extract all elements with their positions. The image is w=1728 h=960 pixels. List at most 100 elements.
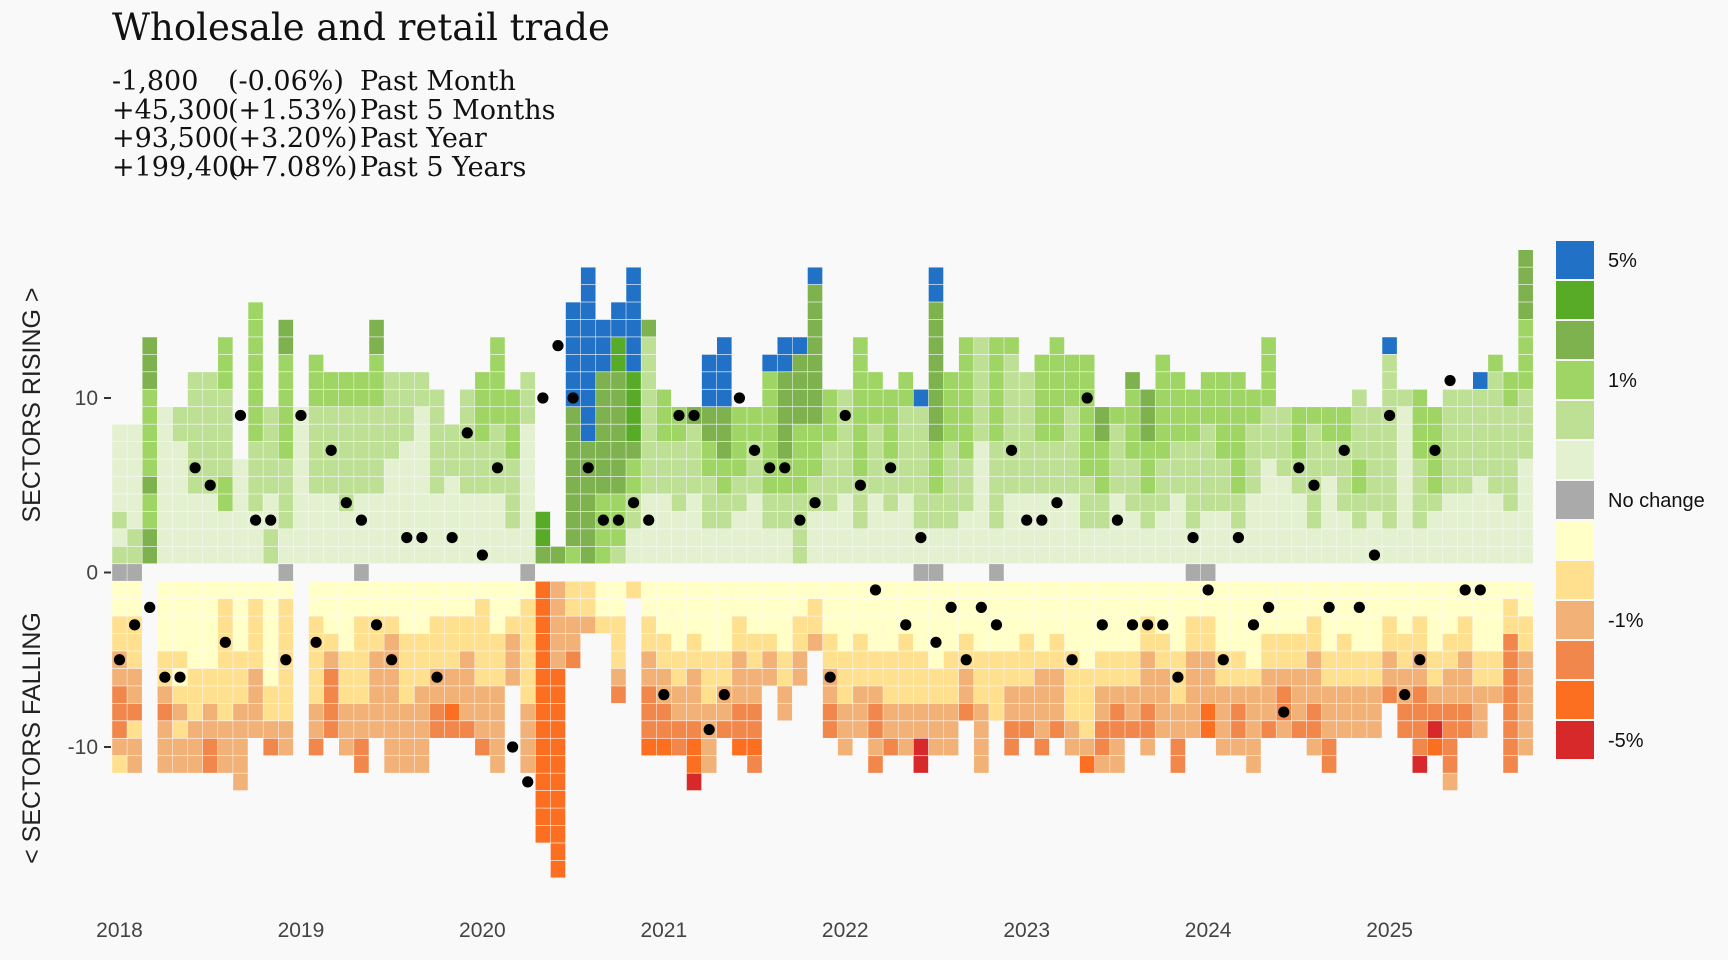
rising-cell [1367,407,1382,424]
falling-cell [686,686,702,704]
rising-cell [187,441,203,459]
rising-cell [278,459,294,477]
falling-cell [641,668,656,686]
rising-cell [958,546,974,564]
falling-cell [1155,599,1171,616]
rising-cell [520,372,536,389]
falling-cell [369,703,384,721]
falling-cell [641,686,656,704]
falling-cell [958,703,974,721]
falling-cell [958,616,974,634]
rising-cell [142,511,158,529]
falling-cell [354,668,369,686]
falling-cell [399,668,415,686]
falling-cell [686,721,702,738]
falling-cell [641,633,656,651]
rising-cell [792,529,808,546]
rising-cell [187,476,203,494]
falling-cell [913,616,929,634]
rising-cell [1321,407,1337,424]
rising-cell [626,267,641,285]
net-dot [491,462,504,474]
rising-cell [1352,459,1367,477]
falling-cell [1170,686,1186,704]
falling-cell [898,686,914,704]
falling-cell [1095,721,1110,738]
rising-cell [1215,546,1231,564]
rising-cell [535,529,551,546]
rising-cell [565,302,581,320]
rising-cell [323,494,339,512]
falling-cell [868,633,883,651]
rising-cell [596,459,611,477]
rising-cell [1306,546,1322,564]
falling-cell [384,756,399,773]
falling-cell [550,581,566,599]
falling-cell [1336,686,1352,704]
rising-cell [1367,441,1382,459]
rising-cell [1276,494,1292,512]
falling-cell [520,703,536,721]
falling-cell [1382,633,1397,651]
rising-cell [868,546,883,564]
rising-cell [520,424,536,442]
rising-cell [475,441,490,459]
falling-cell [127,651,142,669]
falling-cell [127,581,142,599]
falling-cell [1246,703,1261,721]
rising-cell [883,511,898,529]
rising-cell [369,511,384,529]
rising-cell [1034,494,1050,512]
falling-cell [1336,616,1352,634]
rising-cell [596,407,611,424]
falling-cell [1170,756,1186,773]
net-dot [189,462,201,474]
rising-cell [1200,511,1216,529]
falling-cell [1095,668,1110,686]
rising-cell [157,441,173,459]
falling-cell [701,633,717,651]
falling-cell [1200,721,1216,738]
falling-cell [1064,599,1080,616]
rising-cell [1019,476,1034,494]
rising-cell [701,424,717,442]
rising-cell [1291,511,1307,529]
rising-cell [1336,459,1352,477]
rising-cell [958,459,974,477]
net-dot [1444,374,1456,387]
rising-cell [611,337,626,355]
rising-cell [218,389,233,407]
falling-cell [459,616,475,634]
rising-cell [1095,529,1110,546]
rising-cell [1291,494,1307,512]
rising-cell [1170,459,1186,477]
falling-cell [384,616,399,634]
falling-cell [1473,651,1488,669]
falling-cell [1079,668,1095,686]
rising-cell [112,476,127,494]
rising-cell [459,494,475,512]
falling-cell [535,633,551,651]
falling-cell [172,616,188,634]
rising-cell [339,529,354,546]
falling-cell [611,599,626,616]
falling-cell [1095,633,1110,651]
falling-cell [1382,651,1397,669]
rising-cell [777,407,793,424]
falling-cell [1276,721,1292,738]
falling-cell [1427,686,1443,704]
net-dot [794,514,806,526]
rising-cell [596,424,611,442]
rising-cell [1306,424,1322,442]
falling-cell [414,703,430,721]
falling-cell [218,651,233,669]
falling-cell [535,825,551,843]
falling-cell [1079,756,1095,773]
falling-cell [1336,668,1352,686]
rising-cell [490,372,505,389]
falling-cell [837,651,853,669]
rising-cell [429,459,445,477]
falling-cell [112,633,127,651]
rising-cell [369,407,384,424]
net-dot [1081,392,1093,404]
